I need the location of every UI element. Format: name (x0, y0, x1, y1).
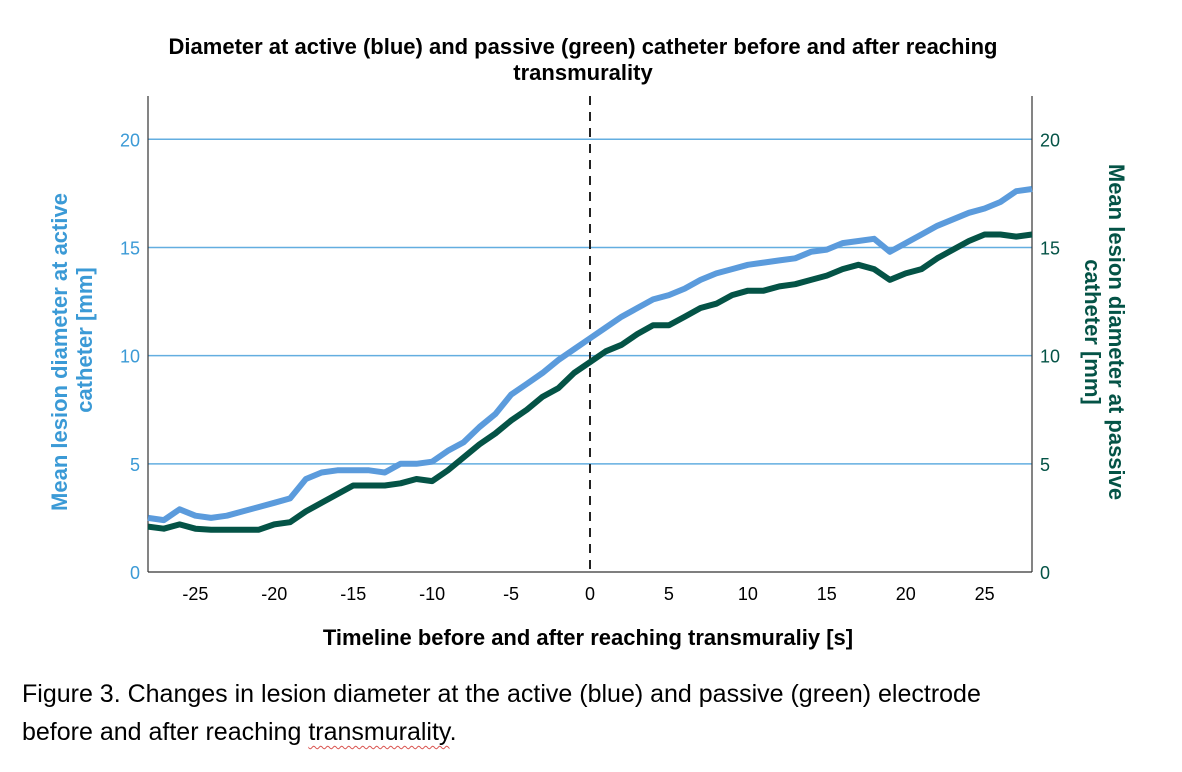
x-tick-labels: -25 -20 -15 -10 -5 0 5 10 15 20 25 (182, 584, 994, 604)
right-y-tick-0: 0 (1040, 563, 1050, 583)
x-axis-label: Timeline before and after reaching trans… (323, 625, 853, 650)
caption-misspelled-word: transmurality (308, 718, 450, 746)
left-y-tick-0: 0 (130, 563, 140, 583)
right-y-tick-5: 5 (1040, 455, 1050, 475)
left-y-tick-10: 10 (120, 347, 140, 367)
series-line-passive (147, 231, 1033, 533)
chart-title-line-1: Diameter at active (blue) and passive (g… (169, 34, 998, 59)
x-tick-25: 25 (975, 584, 995, 604)
left-y-tick-5: 5 (130, 455, 140, 475)
gridlines (148, 138, 1032, 465)
y-axis-left-label-line-2: catheter [mm] (72, 267, 97, 412)
right-y-tick-15: 15 (1040, 238, 1060, 258)
line-chart: Diameter at active (blue) and passive (g… (47, 34, 1129, 650)
series-lines (147, 186, 1033, 533)
left-y-tick-labels: 0 5 10 15 20 (120, 130, 140, 583)
x-tick-5: 5 (664, 584, 674, 604)
x-tick-15: 15 (817, 584, 837, 604)
series-line-active (147, 186, 1033, 524)
x-tick--5: -5 (503, 584, 519, 604)
caption-line-2-end: . (449, 718, 457, 746)
caption-line-1: Figure 3. Changes in lesion diameter at … (22, 680, 981, 708)
right-y-tick-labels: 0 5 10 15 20 (1040, 130, 1060, 583)
caption-line-2-start: before and after reaching (22, 718, 309, 746)
chart-title-line-2: transmurality (513, 60, 653, 85)
figure-caption: Figure 3. Changes in lesion diameter at … (22, 675, 1172, 751)
x-tick-0: 0 (585, 584, 595, 604)
right-y-tick-10: 10 (1040, 347, 1060, 367)
left-y-tick-15: 15 (120, 238, 140, 258)
right-y-tick-20: 20 (1040, 130, 1060, 150)
y-axis-left-label-line-1: Mean lesion diameter at active (47, 193, 72, 511)
x-tick--15: -15 (340, 584, 366, 604)
x-tick-10: 10 (738, 584, 758, 604)
x-tick--25: -25 (182, 584, 208, 604)
axes (147, 96, 1033, 573)
x-tick--20: -20 (261, 584, 287, 604)
y-axis-right-label-line-1: Mean lesion diameter at passive (1104, 164, 1129, 500)
y-axis-right-label-line-2: catheter [mm] (1080, 259, 1105, 404)
x-tick-20: 20 (896, 584, 916, 604)
left-y-tick-20: 20 (120, 130, 140, 150)
x-tick--10: -10 (419, 584, 445, 604)
